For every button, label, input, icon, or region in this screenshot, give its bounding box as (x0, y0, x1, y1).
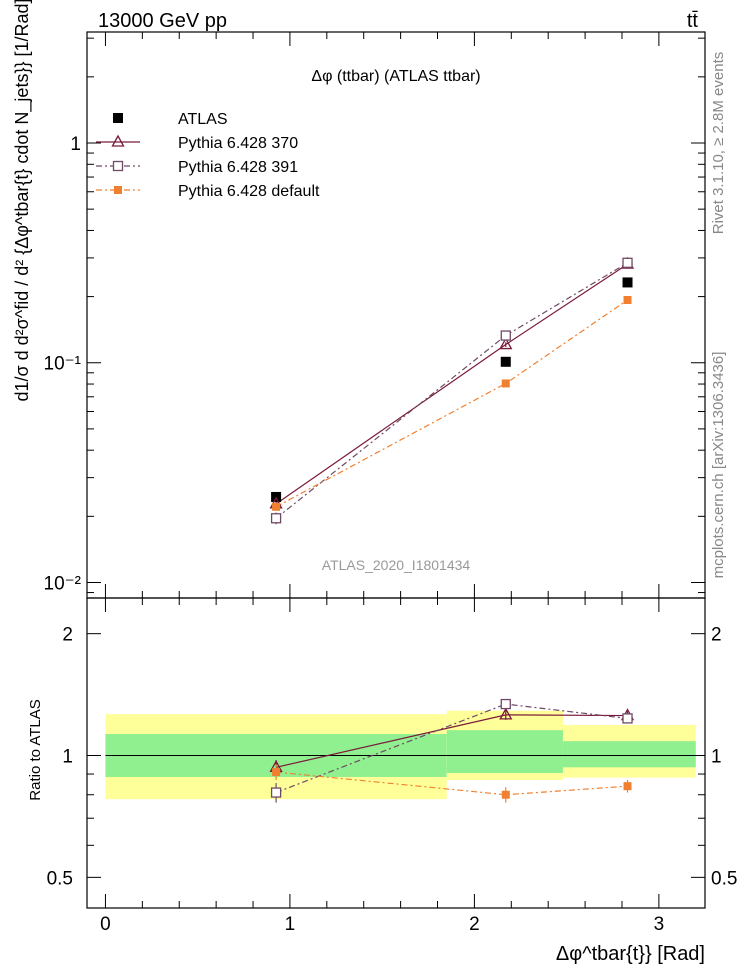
main-point-p391 (270, 513, 282, 524)
ratio-line-pdefault (276, 771, 628, 796)
main-y-tick-label: 10⁻¹ (44, 354, 82, 375)
ratio-y-axis-label: Ratio to ATLAS (27, 699, 44, 800)
main-line-pdefault (275, 299, 628, 508)
x-tick-label: 1 (285, 914, 296, 935)
main-y-tick-label: 1 (70, 134, 81, 155)
ratio-point-pdefault (623, 782, 632, 791)
main-line-p370 (275, 263, 628, 505)
main-title: Δφ (ttbar) (ATLAS ttbar) (311, 68, 480, 85)
main-point-atlas (500, 356, 511, 367)
header-right-label: tt̄ (687, 10, 699, 32)
ratio-point-p391 (622, 713, 633, 724)
legend-marker-atlas (113, 113, 123, 123)
main-point-atlas (622, 277, 633, 288)
ratio-y-tick-label: 2 (62, 625, 73, 646)
x-tick-label: 3 (654, 914, 665, 935)
x-tick-label: 0 (100, 914, 111, 935)
mcplots-label: mcplots.cern.ch [arXiv:1306.3436] (710, 352, 727, 579)
main-line-p391 (275, 262, 628, 519)
ratio-band-inner (446, 730, 563, 774)
main-point-p391 (622, 257, 633, 268)
x-axis-label: Δφ^tbar{t}} [Rad] (556, 943, 705, 965)
ratio-band-inner (562, 741, 696, 768)
ratio-y-tick-label: 1 (62, 747, 73, 768)
ratio-line-p391 (275, 703, 628, 794)
main-y-tick-label: 10⁻² (44, 573, 82, 594)
legend: ATLAS Pythia 6.428 370 Pythia 6.428 391 Pyt… (96, 111, 320, 200)
ratio-y-tick-label-right: 0.5 (711, 868, 737, 889)
header-left-label: 13000 GeV pp (98, 10, 227, 32)
x-tick-label: 2 (469, 914, 480, 935)
legend-label-pdefault: Pythia 6.428 default (178, 183, 320, 200)
main-y-axis-label: d1/σ d d²σ^fid / d² {Δφ^tbar{t} cdot N_j… (12, 0, 33, 402)
ratio-y-tick-label-right: 2 (711, 625, 722, 646)
main-point-pdefault (272, 502, 281, 511)
watermark: ATLAS_2020_I1801434 (322, 557, 471, 573)
ratio-point-p391 (500, 698, 511, 710)
legend-marker-p370 (111, 134, 125, 147)
legend-label-p370: Pythia 6.428 370 (178, 135, 298, 152)
legend-label-p391: Pythia 6.428 391 (178, 159, 298, 176)
ratio-y-tick-label-right: 1 (711, 747, 722, 768)
ratio-point-p370 (499, 707, 513, 720)
legend-marker-p391 (112, 160, 124, 172)
ratio-point-pdefault (501, 790, 510, 799)
main-point-p370 (499, 337, 513, 350)
ratio-frame (86, 597, 706, 909)
legend-marker-pdefault (114, 186, 122, 194)
main-panel: 1 10⁻¹ 10⁻² Δφ (ttbar) (ATLAS ttbar) ATLAS… (12, 0, 706, 599)
ratio-panel: 2 2 1 1 0.5 0.5 0 1 2 3 Ratio to ATLAS Δφ^tbar{t}… (27, 597, 737, 965)
main-point-p391 (500, 330, 511, 341)
rivet-label: Rivet 3.1.10, ≥ 2.8M events (710, 52, 727, 235)
ratio-point-pdefault (272, 768, 281, 777)
main-point-pdefault (501, 379, 510, 388)
legend-label-atlas: ATLAS (178, 111, 228, 128)
main-point-pdefault (623, 295, 632, 304)
ratio-y-tick-label: 0.5 (47, 868, 73, 889)
ratio-point-p391 (270, 787, 282, 798)
